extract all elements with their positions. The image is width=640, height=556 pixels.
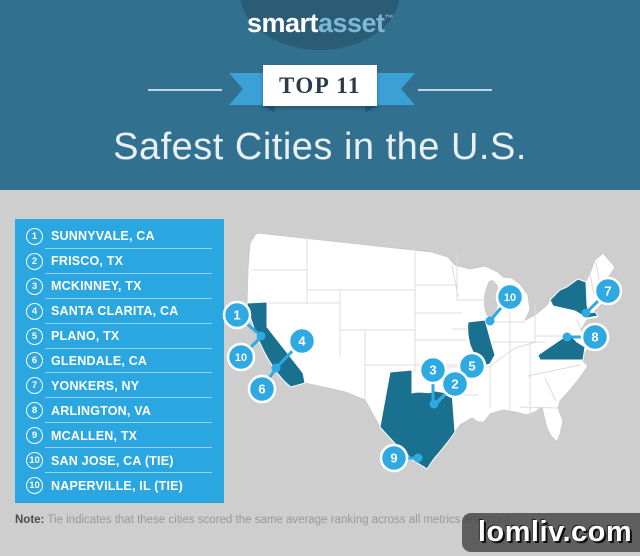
rank-badge: 7 (26, 377, 43, 395)
list-item: 9 MCALLEN, TX (15, 423, 224, 449)
list-item: 2 FRISCO, TX (15, 249, 224, 274)
map-marker-1: 1 (222, 300, 252, 330)
map-marker-2: 2 (440, 369, 470, 399)
marker-number: 9 (390, 451, 397, 466)
map-marker-10-san-jose: 10 (226, 342, 256, 372)
footnote-prefix: Note: (15, 514, 45, 526)
rank-badge: 1 (26, 227, 43, 245)
list-item: 10 SAN JOSE, CA (TIE) (15, 448, 224, 473)
footnote-text: Tie indicates that these cities scored t… (44, 514, 513, 526)
city-label: MCKINNEY, TX (51, 279, 142, 294)
city-label: GLENDALE, CA (51, 353, 148, 368)
marker-number: 3 (429, 363, 436, 378)
city-label: SANTA CLARITA, CA (51, 304, 179, 319)
list-item: 4 SANTA CLARITA, CA (15, 299, 224, 324)
rank-badge: 10 (26, 477, 43, 495)
ribbon-wing-right (373, 73, 415, 105)
us-map: 1 10 4 6 3 5 2 9 10 7 (222, 232, 623, 473)
rank-badge: 10 (26, 452, 43, 470)
map-marker-4: 4 (287, 326, 317, 356)
marker-number: 10 (504, 292, 516, 304)
rank-badge: 4 (26, 302, 43, 320)
marker-number: 5 (468, 359, 475, 374)
marker-number: 10 (235, 352, 247, 364)
state-borders (247, 235, 602, 416)
list-item: 6 GLENDALE, CA (15, 349, 224, 374)
lake-michigan (483, 280, 499, 322)
marker-number: 2 (451, 377, 458, 392)
rank-badge: 8 (26, 402, 43, 420)
marker-number: 1 (233, 308, 240, 323)
ribbon-label: TOP 11 (278, 72, 362, 98)
list-item: 3 MCKINNEY, TX (15, 274, 224, 299)
rank-badge: 9 (26, 427, 43, 445)
page-title: Safest Cities in the U.S. (113, 126, 527, 168)
map-marker-5: 5 (457, 351, 487, 381)
rank-badge: 2 (26, 252, 43, 270)
list-item: 1 SUNNYVALE, CA (15, 224, 224, 249)
rank-badge: 3 (26, 277, 43, 295)
rank-badge: 6 (26, 352, 43, 370)
trademark-symbol: ™ (384, 13, 394, 23)
city-label: NAPERVILLE, IL (TIE) (51, 478, 184, 493)
city-label: FRISCO, TX (51, 254, 124, 269)
map-marker-3: 3 (418, 355, 448, 385)
smartasset-logo: smartasset™ (0, 8, 640, 39)
city-label: YONKERS, NY (51, 378, 140, 393)
ribbon-banner: TOP 11 (263, 65, 377, 106)
marker-number: 8 (591, 330, 598, 345)
rank-badge: 5 (26, 327, 43, 345)
watermark-text: lomliv.com (477, 516, 633, 548)
marker-number: 6 (258, 382, 265, 397)
map-marker-8: 8 (580, 322, 610, 352)
ribbon-rule-left (148, 89, 222, 91)
map-marker-6: 6 (247, 374, 277, 404)
logo-part2: asset (317, 8, 385, 38)
city-label: PLANO, TX (51, 329, 120, 344)
city-label: SUNNYVALE, CA (51, 229, 155, 244)
ribbon-fold-right (365, 106, 377, 113)
ranking-list: 1 SUNNYVALE, CA 2 FRISCO, TX 3 MCKINNEY,… (15, 219, 224, 503)
marker-number: 4 (298, 334, 306, 349)
ribbon-rule-right (418, 89, 492, 91)
marker-number: 7 (604, 284, 611, 299)
city-label: MCALLEN, TX (51, 428, 138, 443)
list-item: 7 YONKERS, NY (15, 373, 224, 399)
footnote: Note: Tie indicates that these cities sc… (15, 514, 513, 526)
header: smartasset™ TOP 11 Safest Cities in the … (0, 0, 640, 190)
map-marker-9: 9 (379, 443, 409, 473)
list-item: 10 NAPERVILLE, IL (TIE) (15, 473, 224, 498)
ribbon-fold-left (263, 106, 275, 113)
marker-dots (256, 308, 591, 463)
map-marker-10-naperville: 10 (495, 282, 525, 312)
city-label: ARLINGTON, VA (51, 403, 152, 418)
watermark-badge: lomliv.com (462, 513, 640, 552)
logo-part1: smart (246, 8, 319, 38)
list-item: 5 PLANO, TX (15, 324, 224, 349)
map-marker-7: 7 (593, 276, 623, 306)
list-item: 8 ARLINGTON, VA (15, 398, 224, 424)
city-label: SAN JOSE, CA (TIE) (51, 453, 174, 468)
